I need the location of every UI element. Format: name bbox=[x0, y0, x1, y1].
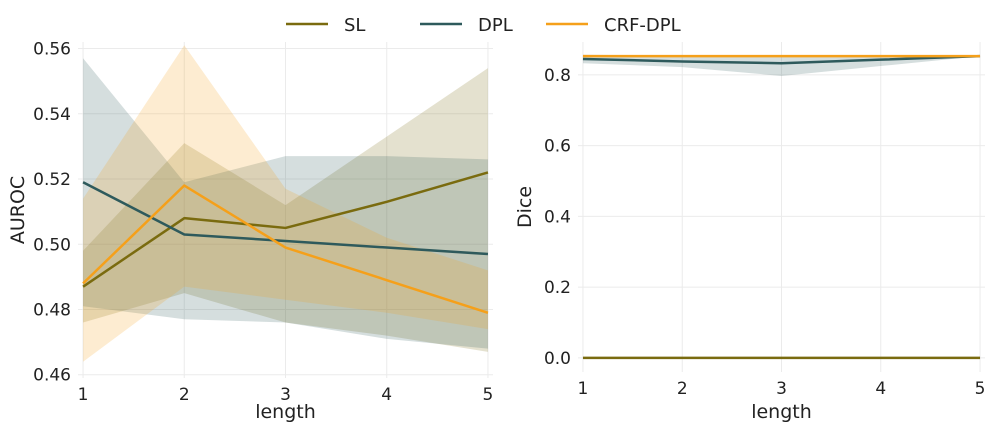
auroc-xaxis-label: length bbox=[255, 401, 316, 423]
auroc-xtick-label: 1 bbox=[78, 385, 89, 405]
dice-xtick-label: 5 bbox=[975, 379, 986, 399]
dice-ytick-label: 0.2 bbox=[544, 278, 571, 298]
legend: SL DPL CRF-DPL bbox=[286, 15, 681, 36]
auroc-xtick-label: 4 bbox=[381, 385, 392, 405]
dice-ytick-label: 0.6 bbox=[544, 137, 571, 157]
auroc-ytick-label: 0.50 bbox=[33, 235, 71, 255]
auroc-line-crf-dpl bbox=[82, 184, 489, 314]
dice-xtick-label: 4 bbox=[875, 379, 886, 399]
legend-label-crf-dpl: CRF-DPL bbox=[604, 15, 681, 36]
legend-label-sl: SL bbox=[344, 15, 365, 36]
dice-ytick-label: 0.0 bbox=[544, 349, 571, 369]
auroc-line-sl bbox=[82, 171, 489, 288]
auroc-ytick-label: 0.56 bbox=[33, 40, 71, 60]
auroc-ytick-label: 0.54 bbox=[33, 105, 71, 125]
auroc-ytick-label: 0.52 bbox=[33, 170, 71, 190]
dice-chart: 0.0 0.2 0.4 0.6 0.8 1 2 3 4 5 length Dice bbox=[514, 42, 985, 423]
auroc-band-dpl bbox=[83, 58, 488, 349]
auroc-band-crf-dpl bbox=[83, 45, 488, 362]
dice-xtick-label: 2 bbox=[677, 379, 688, 399]
auroc-ytick-label: 0.46 bbox=[33, 366, 71, 386]
dice-yaxis-label: Dice bbox=[514, 186, 536, 228]
legend-label-dpl: DPL bbox=[478, 15, 513, 36]
auroc-chart: 0.46 0.48 0.50 0.52 0.54 0.56 1 2 3 4 5 length AUROC bbox=[7, 40, 493, 423]
dice-xtick-label: 3 bbox=[776, 379, 787, 399]
dice-ytick-label: 0.8 bbox=[544, 66, 571, 86]
auroc-yaxis-label: AUROC bbox=[7, 176, 29, 244]
auroc-xtick-label: 3 bbox=[280, 385, 291, 405]
dice-xtick-label: 1 bbox=[578, 379, 589, 399]
auroc-ytick-label: 0.48 bbox=[33, 300, 71, 320]
dice-xaxis-label: length bbox=[751, 401, 812, 423]
auroc-xtick-label: 5 bbox=[483, 385, 494, 405]
auroc-xtick-label: 2 bbox=[179, 385, 190, 405]
dice-ytick-label: 0.4 bbox=[544, 207, 571, 227]
dice-line-dpl bbox=[582, 54, 981, 65]
